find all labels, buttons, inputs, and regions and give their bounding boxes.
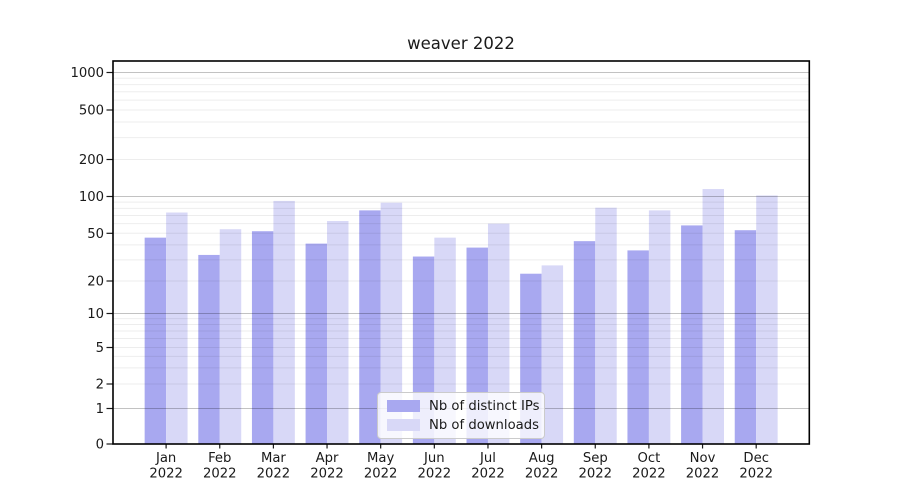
legend-item-distinct-ips: Nb of distinct IPs bbox=[387, 398, 540, 414]
x-tick-label: Oct 2022 bbox=[632, 451, 666, 482]
bar-jan-downloads bbox=[166, 212, 188, 444]
bar-apr-downloads bbox=[327, 221, 349, 444]
legend-label-distinct-ips: Nb of distinct IPs bbox=[429, 398, 540, 414]
legend: Nb of distinct IPs Nb of downloads bbox=[377, 392, 545, 439]
bar-oct-distinct-ips bbox=[627, 250, 649, 444]
y-tick-label: 10 bbox=[87, 307, 104, 322]
bar-apr-distinct-ips bbox=[305, 243, 328, 444]
y-tick-label: 500 bbox=[79, 104, 104, 119]
bar-aug-downloads bbox=[541, 265, 564, 444]
y-tick-label: 1000 bbox=[70, 66, 104, 81]
bar-oct-downloads bbox=[648, 210, 671, 444]
x-tick-label: Nov 2022 bbox=[686, 451, 720, 482]
bar-dec-distinct-ips bbox=[734, 230, 757, 444]
y-tick-label: 200 bbox=[79, 153, 104, 168]
bar-sep-downloads bbox=[595, 207, 617, 444]
bar-feb-distinct-ips bbox=[198, 254, 220, 444]
y-tick-label: 2 bbox=[96, 378, 104, 393]
x-tick-label: Mar 2022 bbox=[257, 451, 291, 482]
x-tick-label: Jul 2022 bbox=[471, 451, 505, 482]
bar-may-distinct-ips bbox=[359, 210, 381, 444]
y-tick-label: 0 bbox=[96, 438, 104, 453]
y-tick-label: 50 bbox=[87, 227, 104, 242]
x-tick-label: Apr 2022 bbox=[310, 451, 344, 482]
y-tick-label: 1 bbox=[96, 402, 104, 417]
distinct-ips-swatch bbox=[387, 400, 420, 412]
x-tick-label: Jun 2022 bbox=[418, 451, 452, 482]
bar-mar-distinct-ips bbox=[251, 231, 274, 444]
x-tick-label: Jan 2022 bbox=[149, 451, 183, 482]
bar-jan-distinct-ips bbox=[144, 237, 167, 444]
x-tick-label: May 2022 bbox=[364, 451, 398, 482]
y-tick-label: 5 bbox=[96, 341, 104, 356]
y-tick-label: 20 bbox=[87, 275, 104, 290]
legend-label-downloads: Nb of downloads bbox=[429, 417, 539, 433]
chart-title: weaver 2022 bbox=[407, 34, 515, 53]
plot-border bbox=[112, 60, 811, 445]
x-tick-label: Aug 2022 bbox=[525, 451, 559, 482]
x-tick-label: Feb 2022 bbox=[203, 451, 237, 482]
downloads-swatch bbox=[387, 419, 420, 431]
bar-dec-downloads bbox=[756, 195, 778, 444]
bar-mar-downloads bbox=[273, 200, 295, 444]
bar-sep-distinct-ips bbox=[573, 241, 596, 444]
x-tick-label: Dec 2022 bbox=[739, 451, 773, 482]
bar-may-downloads bbox=[380, 202, 403, 444]
bar-feb-downloads bbox=[219, 229, 242, 444]
bar-nov-distinct-ips bbox=[681, 225, 703, 444]
bar-jul-downloads bbox=[487, 223, 510, 444]
bar-nov-downloads bbox=[702, 189, 725, 444]
x-tick-label: Sep 2022 bbox=[578, 451, 612, 482]
legend-item-downloads: Nb of downloads bbox=[387, 417, 539, 433]
y-tick-label: 100 bbox=[79, 190, 104, 205]
